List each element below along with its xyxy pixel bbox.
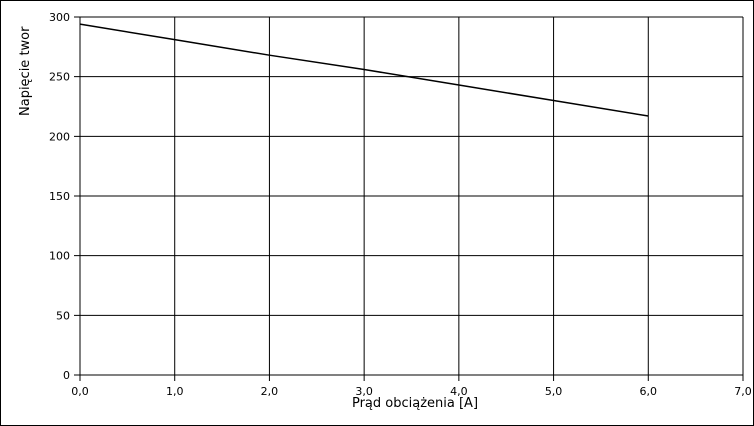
x-tick-label: 7,0 [734, 385, 752, 398]
y-tick-label: 150 [49, 190, 70, 203]
x-tick-label: 3,0 [355, 385, 373, 398]
x-tick-label: 2,0 [261, 385, 279, 398]
y-tick-label: 300 [49, 11, 70, 24]
x-tick-label: 4,0 [450, 385, 468, 398]
y-tick-label: 50 [56, 309, 70, 322]
y-tick-label: 0 [63, 369, 70, 382]
x-tick-label: 0,0 [71, 385, 89, 398]
x-tick-label: 1,0 [166, 385, 184, 398]
y-tick-label: 200 [49, 130, 70, 143]
y-axis-title: Napięcie twor [18, 26, 33, 116]
x-tick-label: 6,0 [640, 385, 658, 398]
data-line [79, 23, 649, 117]
y-tick-label: 100 [49, 250, 70, 263]
x-tick-label: 5,0 [545, 385, 563, 398]
y-tick-label: 250 [49, 71, 70, 84]
x-axis-title: Prąd obciążenia [A] [352, 396, 478, 411]
